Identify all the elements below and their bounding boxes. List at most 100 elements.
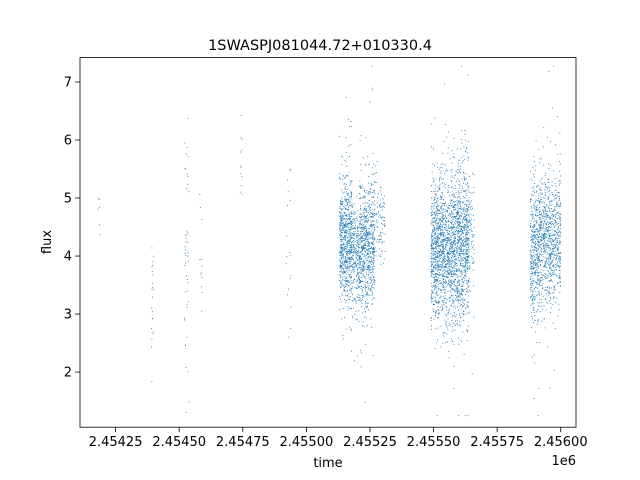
data-point — [342, 249, 344, 251]
data-point — [454, 289, 456, 291]
data-point — [354, 227, 356, 229]
data-point — [447, 282, 449, 284]
data-point — [449, 262, 451, 264]
data-point — [344, 245, 346, 247]
data-point — [430, 252, 432, 254]
data-point — [533, 189, 535, 191]
data-point — [347, 218, 349, 219]
data-point — [466, 312, 468, 314]
data-point — [461, 215, 462, 217]
data-point — [551, 214, 553, 216]
data-point — [358, 240, 360, 242]
data-point — [459, 205, 461, 207]
data-point — [463, 277, 464, 279]
data-point — [363, 269, 365, 271]
data-point — [340, 215, 341, 217]
data-point — [363, 247, 365, 248]
data-point — [447, 291, 449, 292]
data-point — [377, 239, 378, 241]
data-point — [461, 65, 463, 67]
data-point — [456, 292, 458, 294]
data-point — [550, 280, 552, 282]
data-point — [349, 156, 351, 158]
data-point — [341, 238, 343, 240]
data-point — [351, 216, 353, 218]
data-point — [457, 211, 459, 213]
data-point — [448, 351, 450, 352]
data-point — [531, 299, 533, 301]
data-point — [431, 237, 433, 239]
data-point — [531, 285, 533, 286]
data-point — [187, 282, 189, 284]
data-point — [351, 250, 353, 252]
data-point — [458, 230, 460, 231]
data-point — [554, 285, 556, 286]
data-point — [549, 211, 551, 213]
data-point — [372, 214, 374, 216]
data-point — [442, 178, 444, 180]
data-point — [435, 194, 437, 195]
data-point — [289, 252, 291, 253]
data-point — [438, 284, 439, 286]
data-point — [559, 225, 561, 227]
data-point — [446, 237, 448, 239]
data-point — [349, 296, 351, 298]
data-point — [534, 253, 536, 255]
data-point — [539, 236, 541, 238]
data-point — [545, 230, 546, 232]
data-point — [555, 231, 557, 233]
data-point — [440, 273, 442, 275]
data-point — [371, 280, 372, 282]
data-point — [349, 204, 351, 206]
data-point — [542, 177, 544, 179]
data-point — [461, 301, 463, 303]
data-point — [550, 217, 552, 218]
data-point — [450, 324, 452, 325]
data-point — [559, 258, 561, 260]
data-point — [341, 271, 343, 273]
data-point — [532, 218, 533, 220]
data-point — [444, 209, 446, 211]
data-point — [347, 223, 349, 225]
data-point — [441, 209, 443, 211]
data-point — [463, 269, 465, 271]
data-point — [437, 239, 439, 240]
data-point — [339, 233, 341, 235]
data-point — [340, 236, 342, 238]
data-point — [534, 242, 536, 244]
data-point — [340, 275, 341, 277]
data-point — [344, 250, 346, 252]
data-point — [367, 305, 368, 307]
data-point — [438, 247, 440, 249]
data-point — [451, 282, 453, 284]
data-point — [531, 282, 533, 284]
data-point — [441, 192, 443, 194]
data-point — [453, 254, 455, 256]
data-point — [364, 261, 366, 263]
data-point — [358, 282, 360, 284]
data-point — [456, 232, 458, 234]
data-point — [340, 224, 342, 226]
data-point — [366, 233, 368, 235]
data-point — [361, 185, 363, 187]
data-point — [463, 243, 465, 245]
data-point — [465, 259, 467, 261]
data-point — [555, 256, 557, 258]
data-point — [368, 237, 370, 239]
data-point — [359, 298, 361, 300]
data-point — [436, 342, 438, 344]
data-point — [458, 199, 460, 201]
data-point — [368, 243, 370, 245]
data-point — [357, 259, 359, 261]
data-point — [359, 286, 361, 287]
data-point — [534, 260, 536, 261]
data-point — [359, 193, 361, 195]
data-point — [446, 284, 448, 286]
data-point — [547, 270, 549, 272]
data-point — [344, 176, 346, 178]
data-point — [452, 251, 454, 253]
data-point — [349, 249, 351, 250]
data-point — [449, 284, 450, 286]
data-point — [450, 281, 452, 282]
data-point — [356, 319, 358, 321]
